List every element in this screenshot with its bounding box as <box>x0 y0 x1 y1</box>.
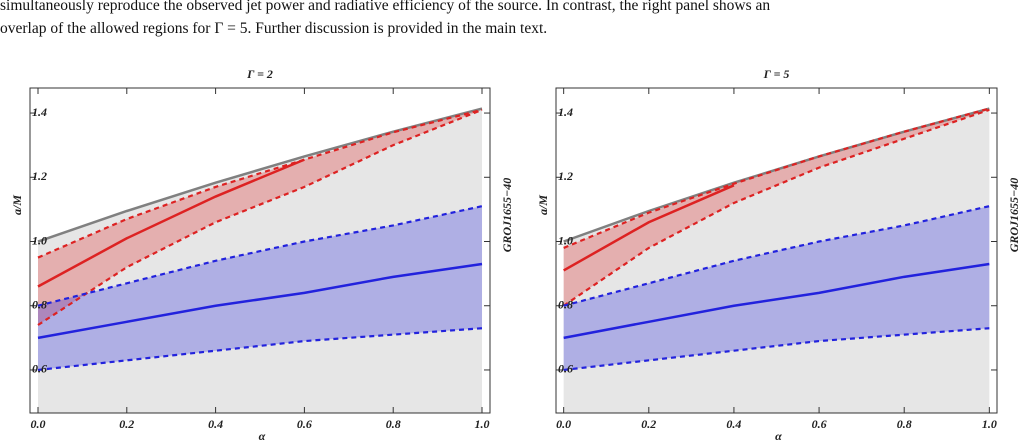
curve <box>37 262 483 340</box>
plot-frame <box>29 87 491 414</box>
panel-title: Γ = 5 <box>763 67 790 81</box>
curve <box>37 108 483 259</box>
y-axis-label: a/M <box>10 195 24 215</box>
x-tick-label: 0.8 <box>897 417 912 431</box>
curve <box>563 262 990 340</box>
y-tick-label: 0.8 <box>558 297 573 311</box>
x-tick-label: 0.4 <box>726 417 741 431</box>
x-axis-label: α <box>259 429 266 443</box>
y-tick-label: 1.4 <box>32 105 47 119</box>
x-tick-label: 0.0 <box>30 417 45 431</box>
caption-line: simultaneously reproduce the observed je… <box>0 0 771 14</box>
side-label: GROJ1655−40 <box>1007 178 1021 253</box>
y-tick-label: 0.8 <box>32 297 47 311</box>
y-tick-label: 1.2 <box>558 169 573 183</box>
x-tick-label: 1.0 <box>982 417 997 431</box>
curve <box>563 107 990 249</box>
curve <box>37 327 483 372</box>
curve <box>563 184 735 272</box>
x-tick-label: 0.0 <box>556 417 571 431</box>
x-tick-label: 0.6 <box>812 417 827 431</box>
curve <box>37 107 483 243</box>
x-tick-label: 0.4 <box>208 417 223 431</box>
curve <box>37 108 483 326</box>
plot-frame <box>555 87 998 414</box>
allowed-region <box>563 108 990 414</box>
y-tick-label: 0.6 <box>32 362 47 376</box>
y-tick-label: 1.4 <box>558 105 573 119</box>
caption-line: overlap of the allowed regions for Γ = 5… <box>0 20 548 37</box>
x-tick-label: 0.6 <box>297 417 312 431</box>
y-tick-label: 1.0 <box>32 233 47 247</box>
side-label: GROJ1655−40 <box>500 178 514 253</box>
band <box>37 206 483 370</box>
panel-title: Γ = 2 <box>246 67 273 81</box>
curve <box>563 205 990 307</box>
curve <box>37 158 305 288</box>
y-tick-label: 1.0 <box>558 233 573 247</box>
curve <box>37 205 483 307</box>
x-tick-label: 0.2 <box>119 417 134 431</box>
y-tick-label: 0.6 <box>558 362 573 376</box>
x-tick-label: 0.8 <box>386 417 401 431</box>
y-axis-label: a/M <box>536 195 550 215</box>
x-axis-label: α <box>775 429 782 443</box>
curve <box>563 108 990 307</box>
band <box>563 206 990 370</box>
x-tick-label: 0.2 <box>641 417 656 431</box>
y-tick-label: 1.2 <box>32 169 47 183</box>
x-tick-label: 1.0 <box>475 417 490 431</box>
